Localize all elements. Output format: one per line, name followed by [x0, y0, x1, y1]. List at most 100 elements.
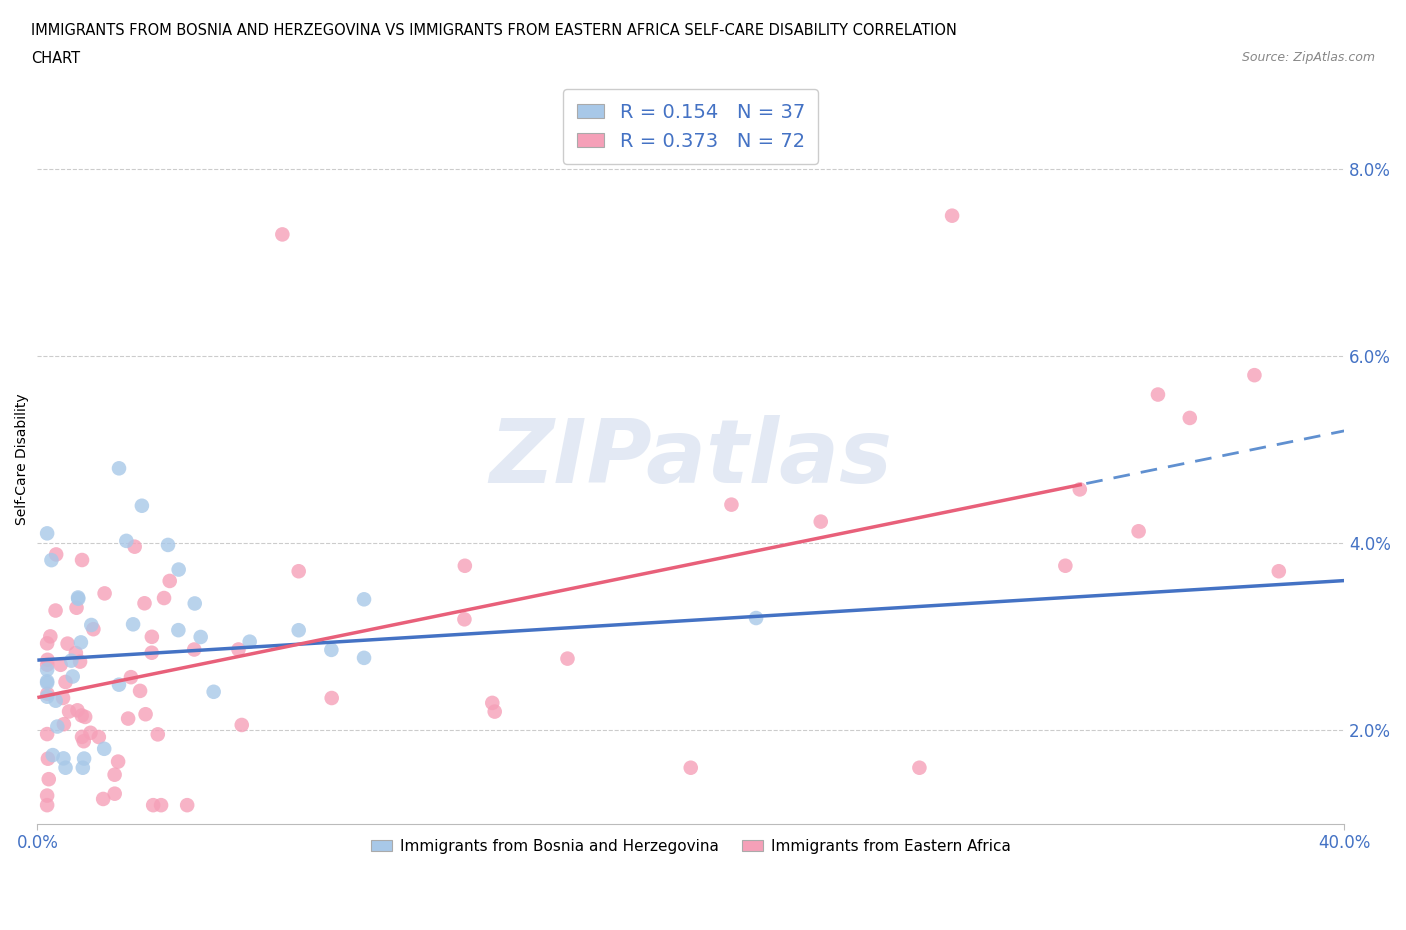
- Point: [167, 623, 190, 638]
- Point: [52, 751, 75, 765]
- Point: [87, 729, 110, 744]
- Point: [56, 636, 79, 651]
- Point: [75, 710, 97, 724]
- Point: [80, 618, 103, 632]
- Point: [176, 798, 198, 813]
- Point: [184, 596, 207, 611]
- Point: [679, 761, 702, 776]
- Point: [45, 603, 67, 618]
- Point: [104, 786, 127, 801]
- Point: [67, 590, 90, 604]
- Point: [146, 727, 169, 742]
- Point: [720, 498, 742, 512]
- Point: [124, 539, 146, 554]
- Point: [1178, 410, 1201, 425]
- Point: [37, 751, 59, 766]
- Point: [41, 552, 63, 567]
- Point: [60, 653, 83, 668]
- Point: [156, 538, 179, 552]
- Point: [239, 634, 262, 649]
- Point: [37, 662, 59, 677]
- Point: [70, 635, 93, 650]
- Legend: Immigrants from Bosnia and Herzegovina, Immigrants from Eastern Africa: Immigrants from Bosnia and Herzegovina, …: [364, 832, 1017, 860]
- Point: [287, 623, 309, 638]
- Point: [481, 696, 503, 711]
- Point: [38, 772, 60, 787]
- Point: [65, 600, 87, 615]
- Point: [49, 658, 72, 672]
- Point: [37, 726, 59, 741]
- Point: [454, 558, 477, 573]
- Point: [46, 719, 69, 734]
- Point: [120, 670, 142, 684]
- Point: [484, 704, 506, 719]
- Point: [104, 767, 127, 782]
- Point: [69, 654, 91, 669]
- Text: IMMIGRANTS FROM BOSNIA AND HERZEGOVINA VS IMMIGRANTS FROM EASTERN AFRICA SELF-CA: IMMIGRANTS FROM BOSNIA AND HERZEGOVINA V…: [31, 23, 957, 38]
- Point: [55, 674, 77, 689]
- Point: [1243, 367, 1265, 382]
- Point: [37, 788, 59, 803]
- Point: [117, 711, 139, 726]
- Point: [202, 684, 225, 699]
- Point: [108, 677, 131, 692]
- Point: [159, 574, 181, 589]
- Point: [37, 798, 59, 813]
- Point: [70, 729, 93, 744]
- Point: [70, 552, 93, 567]
- Point: [135, 707, 157, 722]
- Point: [79, 725, 101, 740]
- Point: [557, 651, 579, 666]
- Point: [70, 708, 93, 723]
- Point: [37, 636, 59, 651]
- Point: [45, 547, 67, 562]
- Point: [73, 734, 96, 749]
- Point: [115, 534, 138, 549]
- Point: [271, 227, 294, 242]
- Text: ZIPatlas: ZIPatlas: [489, 416, 893, 502]
- Point: [45, 693, 67, 708]
- Point: [108, 461, 131, 476]
- Point: [141, 630, 163, 644]
- Point: [167, 562, 190, 577]
- Point: [129, 684, 152, 698]
- Point: [52, 717, 75, 732]
- Point: [42, 748, 65, 763]
- Point: [39, 629, 62, 644]
- Point: [353, 591, 375, 606]
- Point: [321, 643, 343, 658]
- Point: [183, 642, 205, 657]
- Point: [228, 642, 250, 657]
- Text: Source: ZipAtlas.com: Source: ZipAtlas.com: [1241, 51, 1375, 64]
- Point: [287, 564, 309, 578]
- Point: [37, 686, 59, 701]
- Y-axis label: Self-Care Disability: Self-Care Disability: [15, 393, 30, 525]
- Point: [1069, 482, 1091, 497]
- Point: [65, 645, 87, 660]
- Point: [93, 741, 115, 756]
- Point: [107, 754, 129, 769]
- Point: [941, 208, 963, 223]
- Point: [142, 798, 165, 813]
- Point: [73, 751, 96, 766]
- Point: [141, 645, 163, 660]
- Point: [1054, 558, 1077, 573]
- Point: [93, 586, 115, 601]
- Point: [908, 761, 931, 776]
- Point: [231, 718, 253, 733]
- Point: [122, 617, 145, 631]
- Point: [1128, 524, 1150, 538]
- Point: [37, 689, 59, 704]
- Point: [37, 675, 59, 690]
- Point: [153, 591, 176, 605]
- Point: [58, 704, 80, 719]
- Point: [37, 652, 59, 667]
- Point: [82, 622, 104, 637]
- Point: [1268, 564, 1291, 578]
- Point: [810, 514, 832, 529]
- Point: [62, 669, 84, 684]
- Point: [55, 761, 77, 776]
- Point: [67, 591, 90, 606]
- Point: [321, 691, 343, 706]
- Point: [37, 674, 59, 689]
